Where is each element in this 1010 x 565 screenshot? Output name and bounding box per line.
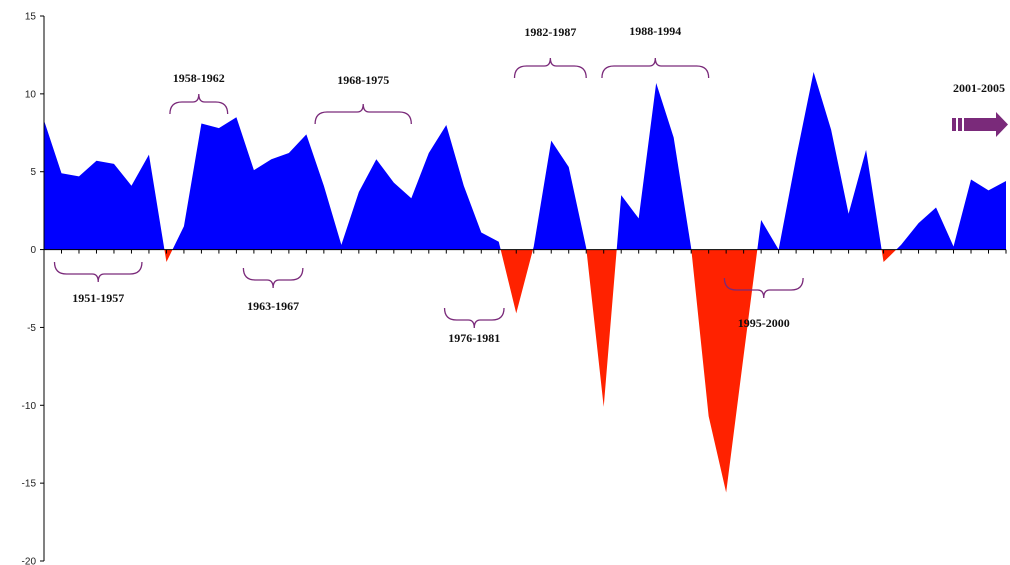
y-tick-label: -5 (27, 323, 36, 334)
data-point (796, 157, 797, 158)
data-point (813, 71, 814, 72)
data-point (166, 261, 167, 262)
period-label: 1968-1975 (337, 73, 389, 87)
data-point (935, 207, 936, 208)
data-point (411, 198, 412, 199)
area-layer (44, 71, 1006, 493)
right-arrow-icon (952, 112, 1008, 137)
arrow-label: 2001-2005 (953, 81, 1005, 95)
data-point (113, 163, 114, 164)
period-label: 1995-2000 (738, 316, 790, 330)
data-point (236, 117, 237, 118)
y-tick-label: 0 (30, 245, 36, 256)
period-label: 1982-1987 (524, 25, 576, 39)
data-point (988, 190, 989, 191)
data-point (446, 124, 447, 125)
data-point (761, 219, 762, 220)
data-point (603, 406, 604, 407)
axis-layer: 15 10 5 0 -5 -10 -15 -20 (22, 12, 1007, 565)
period-label: 1963-1967 (247, 299, 299, 313)
data-point (498, 241, 499, 242)
data-point (78, 176, 79, 177)
data-point (726, 492, 727, 493)
data-point (621, 194, 622, 195)
data-point (218, 128, 219, 129)
data-point (953, 246, 954, 247)
data-point (656, 82, 657, 83)
y-tick-label: -10 (22, 401, 37, 412)
data-point (1005, 180, 1006, 181)
period-brace (513, 57, 587, 79)
data-point (148, 154, 149, 155)
data-point (201, 123, 202, 124)
data-point (586, 247, 587, 248)
data-point (288, 152, 289, 153)
y-tick-label: 5 (30, 167, 36, 178)
data-point (61, 173, 62, 174)
data-point (131, 185, 132, 186)
data-point (306, 134, 307, 135)
data-point (568, 166, 569, 167)
period-brace (53, 261, 143, 283)
period-brace (314, 103, 412, 125)
y-tick-label: 10 (25, 89, 37, 100)
data-point (428, 152, 429, 153)
data-point (253, 170, 254, 171)
data-point (533, 246, 534, 247)
period-brace (169, 93, 229, 115)
data-point (673, 137, 674, 138)
data-point (358, 191, 359, 192)
data-point (323, 185, 324, 186)
y-tick-label: -15 (22, 479, 37, 490)
data-point (516, 313, 517, 314)
y-tick-label: 15 (25, 12, 37, 23)
data-point (271, 159, 272, 160)
data-point (830, 129, 831, 130)
data-point (341, 244, 342, 245)
period-label: 1988-1994 (629, 24, 681, 38)
positive-area (44, 72, 1006, 250)
data-point (376, 159, 377, 160)
data-point (463, 185, 464, 186)
period-label: 1958-1962 (173, 71, 225, 85)
data-point (393, 182, 394, 183)
period-brace (601, 57, 710, 79)
period-brace (242, 267, 304, 289)
data-point (638, 218, 639, 219)
data-point (900, 244, 901, 245)
data-point (848, 213, 849, 214)
data-point (691, 247, 692, 248)
y-tick-label: -20 (22, 557, 37, 565)
negative-area (164, 249, 897, 493)
data-point (865, 149, 866, 150)
data-point (883, 261, 884, 262)
data-point (743, 355, 744, 356)
period-label: 1976-1981 (448, 331, 500, 345)
period-brace (723, 277, 804, 299)
period-brace (443, 307, 505, 329)
data-point (96, 160, 97, 161)
data-point (970, 179, 971, 180)
data-point (708, 416, 709, 417)
period-label: 1951-1957 (72, 291, 124, 305)
data-point (183, 226, 184, 227)
data-point (918, 223, 919, 224)
annotation-layer: 1951-1957 1958-1962 1963-1967 1968-1975 1976… (53, 24, 1008, 345)
data-point (481, 232, 482, 233)
data-point (551, 140, 552, 141)
